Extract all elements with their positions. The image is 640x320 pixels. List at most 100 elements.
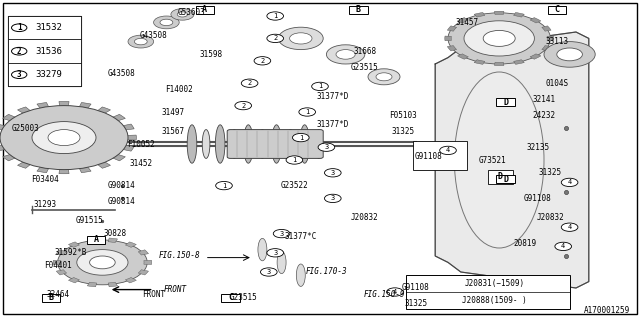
Bar xyxy=(349,5,367,14)
Circle shape xyxy=(557,48,582,61)
Text: F10052: F10052 xyxy=(127,140,155,148)
Circle shape xyxy=(90,256,115,269)
Polygon shape xyxy=(435,32,589,288)
Circle shape xyxy=(128,35,154,48)
Text: 31293: 31293 xyxy=(33,200,56,209)
Text: 3: 3 xyxy=(280,231,284,236)
Text: 30828: 30828 xyxy=(104,229,127,238)
Ellipse shape xyxy=(315,130,323,158)
Wedge shape xyxy=(495,11,504,14)
Text: 32135: 32135 xyxy=(526,143,549,152)
Text: J20832: J20832 xyxy=(351,213,379,222)
Circle shape xyxy=(32,122,96,154)
Text: 1: 1 xyxy=(299,135,303,140)
Text: G91108: G91108 xyxy=(415,152,443,161)
Wedge shape xyxy=(87,238,97,243)
Text: B: B xyxy=(49,293,54,302)
Circle shape xyxy=(324,169,341,177)
Text: 31536: 31536 xyxy=(36,47,63,56)
Wedge shape xyxy=(87,282,97,287)
Bar xyxy=(87,236,105,244)
Text: 31325: 31325 xyxy=(539,168,562,177)
Text: G23515: G23515 xyxy=(351,63,379,72)
Wedge shape xyxy=(112,114,125,121)
Bar xyxy=(548,5,566,14)
Ellipse shape xyxy=(454,72,544,248)
Text: 31532: 31532 xyxy=(36,23,63,32)
Wedge shape xyxy=(53,260,61,265)
Text: 31377*C: 31377*C xyxy=(285,232,317,241)
Circle shape xyxy=(267,12,284,20)
Text: 4: 4 xyxy=(568,180,572,185)
Wedge shape xyxy=(122,145,134,151)
Text: 3: 3 xyxy=(331,196,335,201)
Wedge shape xyxy=(3,114,16,121)
Text: 32141: 32141 xyxy=(532,95,556,104)
Text: F05103: F05103 xyxy=(389,111,417,120)
Bar xyxy=(8,63,81,86)
Text: C: C xyxy=(228,293,233,302)
Circle shape xyxy=(160,19,173,26)
Bar xyxy=(488,170,513,184)
Wedge shape xyxy=(547,36,554,41)
Circle shape xyxy=(555,242,572,251)
Text: 31325: 31325 xyxy=(392,127,415,136)
Wedge shape xyxy=(3,154,16,161)
Circle shape xyxy=(48,130,80,146)
Text: 4: 4 xyxy=(446,148,450,153)
Circle shape xyxy=(267,34,284,43)
Wedge shape xyxy=(108,238,118,243)
Text: F14002: F14002 xyxy=(165,85,193,94)
Circle shape xyxy=(318,143,335,151)
Wedge shape xyxy=(495,62,504,66)
Text: 4: 4 xyxy=(393,289,397,295)
Wedge shape xyxy=(474,60,484,64)
Circle shape xyxy=(235,101,252,110)
Ellipse shape xyxy=(202,130,210,158)
Wedge shape xyxy=(37,167,49,173)
Text: 2: 2 xyxy=(248,80,252,86)
Circle shape xyxy=(292,133,309,142)
Text: 31668: 31668 xyxy=(353,47,376,56)
Wedge shape xyxy=(125,242,136,247)
Text: G91108: G91108 xyxy=(402,284,430,292)
Text: A: A xyxy=(93,236,99,244)
Circle shape xyxy=(154,16,179,29)
Wedge shape xyxy=(542,46,551,51)
Bar xyxy=(8,39,81,63)
Wedge shape xyxy=(79,102,91,108)
Bar xyxy=(497,175,515,183)
Circle shape xyxy=(561,223,578,231)
Wedge shape xyxy=(138,250,148,255)
Bar xyxy=(406,275,570,309)
Wedge shape xyxy=(447,46,456,51)
Text: 4: 4 xyxy=(568,224,572,230)
Bar xyxy=(8,16,81,86)
Text: G43508: G43508 xyxy=(108,69,136,78)
Wedge shape xyxy=(97,107,111,114)
Wedge shape xyxy=(17,107,31,114)
Wedge shape xyxy=(458,18,468,23)
Wedge shape xyxy=(108,282,118,287)
Bar xyxy=(413,141,467,170)
Text: G91515: G91515 xyxy=(76,216,104,225)
Text: 24232: 24232 xyxy=(532,111,556,120)
Text: 31377*D: 31377*D xyxy=(317,92,349,100)
Ellipse shape xyxy=(277,251,286,274)
Text: F03404: F03404 xyxy=(31,175,59,184)
Text: 1: 1 xyxy=(17,23,22,32)
Text: A: A xyxy=(202,5,207,14)
Circle shape xyxy=(561,178,578,187)
Circle shape xyxy=(12,24,27,32)
Wedge shape xyxy=(474,12,484,17)
Text: FIG.150-8: FIG.150-8 xyxy=(158,252,200,260)
Text: 31325: 31325 xyxy=(404,300,428,308)
Text: G90814: G90814 xyxy=(108,181,136,190)
Text: 1: 1 xyxy=(273,13,277,19)
Text: 33113: 33113 xyxy=(545,37,568,46)
Wedge shape xyxy=(447,26,456,31)
Wedge shape xyxy=(37,102,49,108)
Text: 1: 1 xyxy=(292,157,296,163)
Text: G25003: G25003 xyxy=(12,124,40,132)
Wedge shape xyxy=(59,169,69,174)
